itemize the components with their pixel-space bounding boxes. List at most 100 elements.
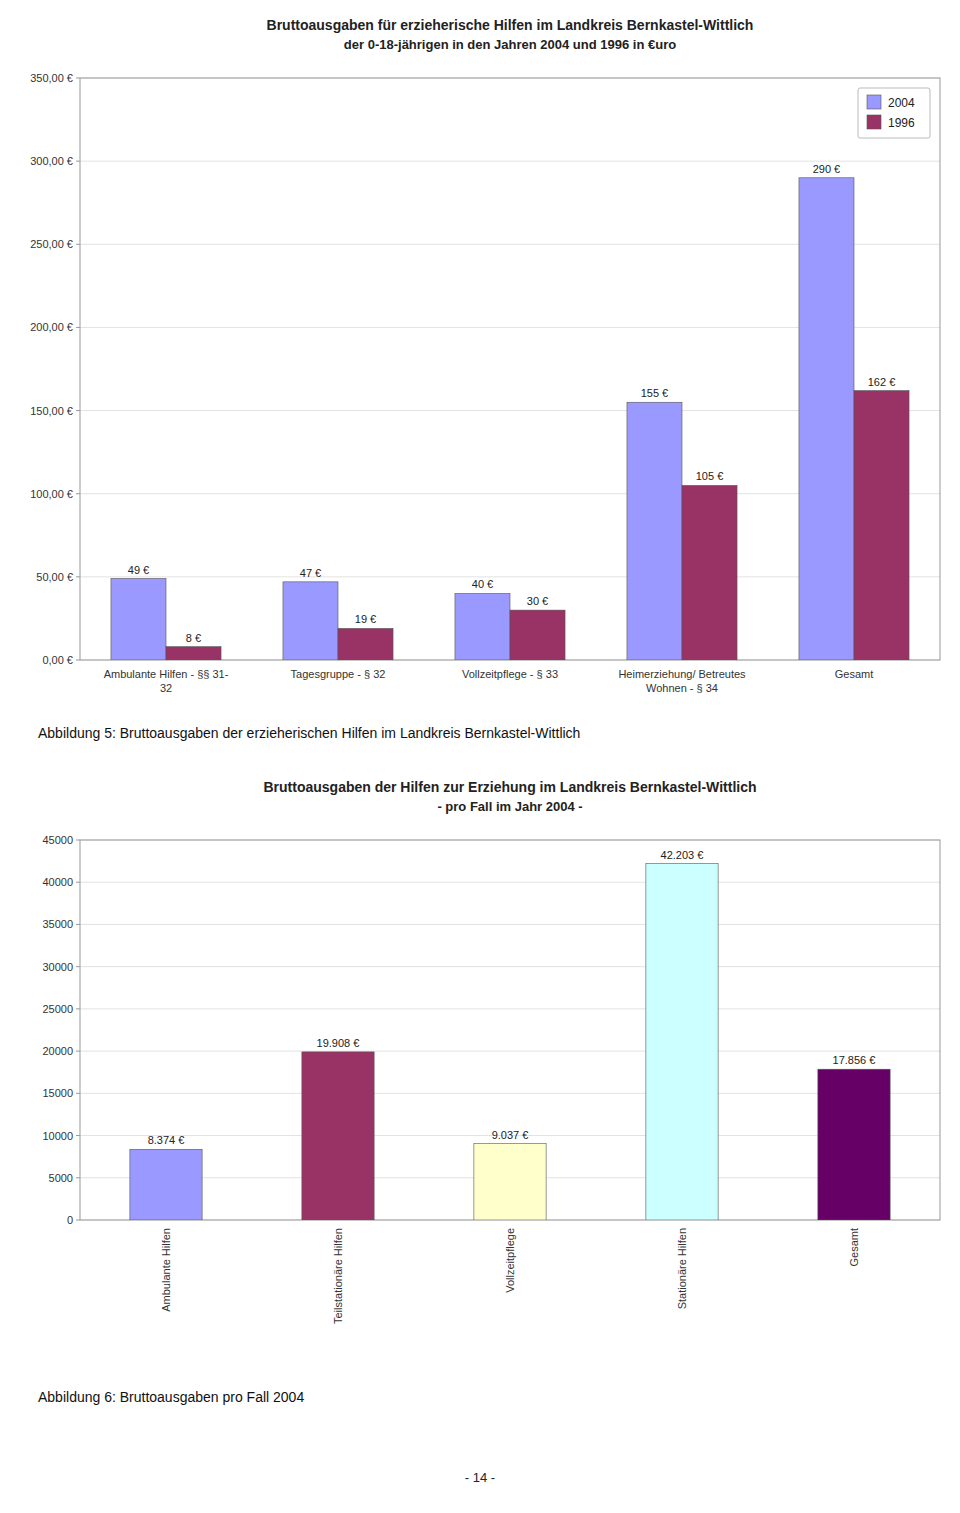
tick-label: 5000: [49, 1172, 73, 1184]
legend-swatch: [867, 115, 881, 129]
tick-label: 0: [67, 1214, 73, 1226]
category-label-line: Gesamt: [835, 668, 874, 680]
data-label: 30 €: [527, 595, 548, 607]
category-label: Tagesgruppe - § 32: [291, 668, 386, 680]
caption: Abbildung 5: Bruttoausgaben der erzieher…: [38, 725, 580, 741]
data-labels: 49 €47 €40 €155 €290 €8 €19 €30 €105 €16…: [128, 163, 896, 644]
grid-line: [80, 924, 940, 925]
bar: [455, 593, 510, 660]
plot-frame: [80, 840, 940, 1220]
grid-line: [80, 966, 940, 967]
tick-mark: [76, 410, 80, 411]
subtitle: - pro Fall im Jahr 2004 -: [437, 799, 582, 814]
tick-label: 350,00 €: [30, 72, 73, 84]
legend-box: [858, 88, 930, 138]
bar: [130, 1149, 202, 1220]
tick-mark: [76, 1135, 80, 1136]
tick-label: 50,00 €: [36, 571, 73, 583]
grid-line: [80, 1093, 940, 1094]
tick-mark: [76, 576, 80, 577]
category-label-line: Heimerziehung/ Betreutes: [618, 668, 746, 680]
tick-mark: [76, 966, 80, 967]
bar: [510, 610, 565, 660]
data-labels: 8.374 €19.908 €9.037 €42.203 €17.856 €: [148, 849, 876, 1147]
category-label: Ambulante Hilfen: [160, 1228, 172, 1312]
category-label-line: Wohnen - § 34: [646, 682, 718, 694]
background: [0, 0, 960, 1513]
caption: Abbildung 6: Bruttoausgaben pro Fall 200…: [38, 1389, 304, 1405]
tick-label: 150,00 €: [30, 405, 73, 417]
bar: [166, 647, 221, 660]
data-label: 8.374 €: [148, 1134, 185, 1146]
bars: [130, 864, 890, 1220]
tick-mark: [76, 660, 80, 661]
data-label: 40 €: [472, 578, 493, 590]
category-label: Ambulante Hilfen - §§ 31-32: [104, 668, 229, 694]
bar: [627, 402, 682, 660]
category-label-line: Vollzeitpflege - § 33: [462, 668, 558, 680]
bar: [111, 579, 166, 660]
bar: [302, 1052, 374, 1220]
grid-line: [80, 1008, 940, 1009]
chart: Bruttoausgaben der Hilfen zur Erziehung …: [38, 779, 940, 1405]
data-label: 47 €: [300, 567, 321, 579]
tick-mark: [76, 1177, 80, 1178]
tick-mark: [76, 1220, 80, 1221]
tick-label: 40000: [42, 876, 73, 888]
tick-label: 35000: [42, 918, 73, 930]
tick-mark: [76, 1008, 80, 1009]
category-label: Gesamt: [835, 668, 874, 680]
bar: [799, 178, 854, 660]
tick-mark: [76, 840, 80, 841]
data-label: 9.037 €: [492, 1129, 529, 1141]
tick-mark: [76, 493, 80, 494]
page: Bruttoausgaben für erzieherische Hilfen …: [0, 0, 960, 1513]
category-label-line: Tagesgruppe - § 32: [291, 668, 386, 680]
grid-line: [80, 1051, 940, 1052]
bar: [283, 582, 338, 660]
plot-frame: [80, 78, 940, 660]
bar: [818, 1069, 890, 1220]
category-label-line: 32: [160, 682, 172, 694]
tick-label: 300,00 €: [30, 155, 73, 167]
data-label: 155 €: [641, 387, 669, 399]
bar: [682, 485, 737, 660]
data-label: 42.203 €: [661, 849, 704, 861]
tick-mark: [76, 1051, 80, 1052]
category-label: Teilstationäre Hilfen: [332, 1228, 344, 1324]
tick-label: 30000: [42, 961, 73, 973]
bars: [111, 178, 909, 660]
data-label: 162 €: [868, 376, 896, 388]
bar: [646, 864, 718, 1220]
tick-label: 25000: [42, 1003, 73, 1015]
legend-label: 1996: [888, 116, 915, 130]
grid-line: [80, 882, 940, 883]
legend-swatch: [867, 95, 881, 109]
legend-label: 2004: [888, 96, 915, 110]
tick-mark: [76, 1093, 80, 1094]
tick-label: 10000: [42, 1130, 73, 1142]
category-label: Vollzeitpflege: [504, 1228, 516, 1293]
tick-label: 20000: [42, 1045, 73, 1057]
data-label: 105 €: [696, 470, 724, 482]
tick-label: 100,00 €: [30, 488, 73, 500]
tick-mark: [76, 882, 80, 883]
bar: [854, 391, 909, 660]
tick-label: 0,00 €: [42, 654, 73, 666]
bar: [338, 628, 393, 660]
grid-line: [80, 161, 940, 162]
chart: Bruttoausgaben für erzieherische Hilfen …: [30, 17, 940, 741]
data-label: 19 €: [355, 613, 376, 625]
category-label: Stationäre Hilfen: [676, 1228, 688, 1309]
data-label: 49 €: [128, 564, 149, 576]
tick-mark: [76, 924, 80, 925]
tick-label: 45000: [42, 834, 73, 846]
tick-label: 200,00 €: [30, 321, 73, 333]
category-label: Gesamt: [848, 1228, 860, 1267]
title: Bruttoausgaben der Hilfen zur Erziehung …: [263, 779, 756, 795]
tick-label: 250,00 €: [30, 238, 73, 250]
category-label: Vollzeitpflege - § 33: [462, 668, 558, 680]
tick-label: 15000: [42, 1087, 73, 1099]
legend: 2004 1996: [858, 88, 930, 138]
bar: [474, 1144, 546, 1220]
